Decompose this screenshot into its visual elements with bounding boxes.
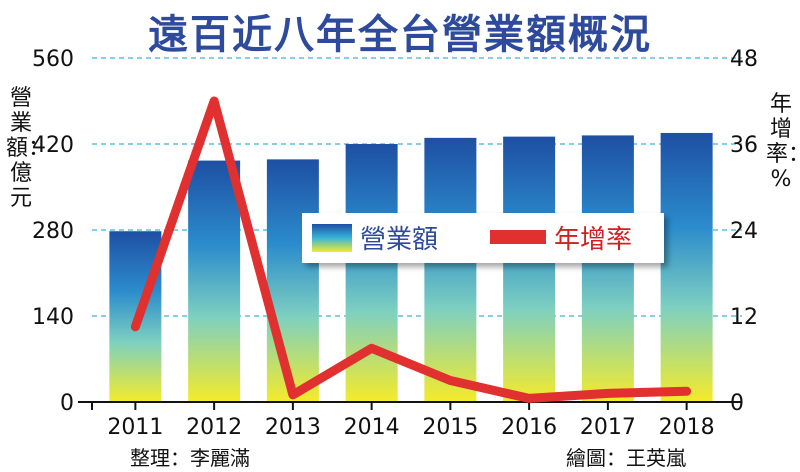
growth-point-2017	[604, 390, 611, 397]
bar-revenue-2017	[581, 135, 634, 402]
y-tick-right: 24	[730, 219, 758, 244]
growth-point-2013	[289, 391, 296, 398]
y-tick-left: 280	[32, 219, 74, 244]
y-tick-right: 0	[730, 391, 744, 416]
x-tick-label: 2016	[501, 415, 557, 440]
growth-rate-line	[130, 96, 692, 403]
chart-title: 遠百近八年全台營業額概況	[148, 12, 652, 58]
growth-point-2014	[368, 345, 375, 352]
tick-labels: 0 0 140 12 280 24 420 36 560 48 2011 2012 2013 2014 20…	[32, 47, 758, 440]
growth-point-2012	[211, 98, 218, 104]
y-tick-right: 36	[730, 133, 758, 158]
bar-revenue-2016	[503, 136, 556, 402]
growth-point-2015	[447, 377, 454, 384]
x-tick-label: 2018	[659, 415, 715, 440]
bar-revenue-2015	[424, 137, 477, 402]
legend-swatch-revenue	[312, 224, 352, 252]
x-tick-label: 2017	[580, 415, 636, 440]
bar-revenue-2012	[188, 160, 241, 402]
growth-line	[130, 96, 692, 403]
growth-point-2016	[526, 395, 533, 402]
growth-point-2018	[683, 388, 690, 395]
legend-swatch-growth	[490, 230, 546, 244]
y-tick-left: 0	[60, 391, 74, 416]
x-tick-label: 2012	[186, 415, 242, 440]
legend-label-revenue: 營業額	[360, 225, 438, 255]
x-tick-label: 2015	[422, 415, 478, 440]
y-tick-right: 12	[730, 305, 758, 330]
bar-revenue-2018	[660, 132, 713, 402]
credit-drawn-by: 繪圖：王英嵐	[566, 446, 686, 470]
y-tick-right: 48	[730, 47, 758, 72]
x-tick-label: 2014	[344, 415, 400, 440]
bar-revenue-2013	[266, 159, 319, 402]
x-tick-label: 2011	[107, 415, 163, 440]
y-tick-left: 560	[32, 47, 74, 72]
growth-point-2011	[132, 323, 139, 330]
credit-compiled-by: 整理：李麗滿	[130, 446, 250, 470]
y-tick-left: 420	[32, 133, 74, 158]
x-tick-label: 2013	[265, 415, 321, 440]
legend-label-growth: 年增率	[554, 225, 632, 255]
y-axis-right-label: 年增率：%	[766, 92, 800, 192]
y-tick-left: 140	[32, 305, 74, 330]
legend-box	[302, 213, 664, 263]
axes	[78, 401, 742, 410]
legend	[302, 213, 664, 263]
